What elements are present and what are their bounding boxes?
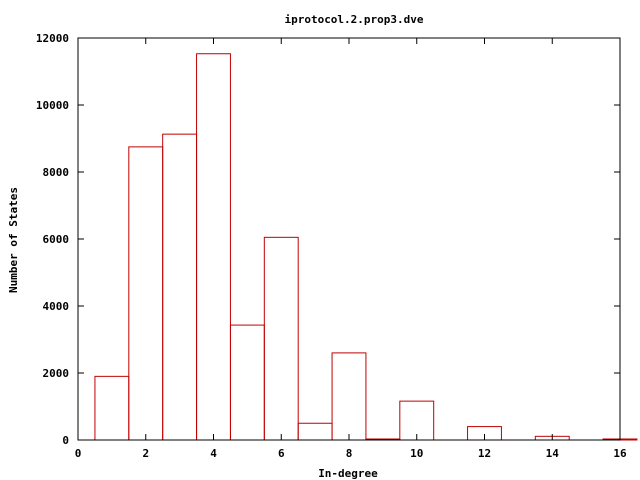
y-tick-label: 8000 (43, 166, 70, 179)
y-tick-label: 10000 (36, 99, 69, 112)
bar-indegree-6 (263, 236, 299, 441)
y-tick-label: 12000 (36, 32, 69, 45)
bars-group (94, 53, 638, 441)
x-axis-label: In-degree (318, 467, 378, 480)
x-tick-label: 10 (410, 447, 423, 460)
x-tick-label: 16 (613, 447, 627, 460)
bar-indegree-8 (331, 352, 367, 441)
bar-indegree-7 (297, 422, 333, 441)
x-tick-label: 0 (75, 447, 82, 460)
x-tick-label: 14 (546, 447, 560, 460)
bar-indegree-4 (196, 53, 231, 441)
bar-indegree-2 (128, 146, 164, 441)
chart-title: iprotocol.2.prop3.dve (284, 13, 423, 26)
ticks-group: 0 2 4 6 8 10 12 14 16 0 2000 4000 6000 8000 10000 12000 (36, 32, 627, 460)
y-tick-label: 0 (62, 434, 69, 447)
x-tick-label: 6 (278, 447, 285, 460)
x-tick-label: 12 (478, 447, 491, 460)
x-tick-label: 2 (142, 447, 149, 460)
plot-frame (77, 37, 621, 441)
x-tick-label: 8 (346, 447, 353, 460)
bar-indegree-5 (229, 324, 265, 441)
bar-indegree-3 (162, 133, 198, 441)
y-axis-label: Number of States (7, 187, 20, 293)
y-tick-label: 4000 (43, 300, 70, 313)
bar-indegree-1 (94, 375, 130, 441)
x-tick-label: 4 (210, 447, 217, 460)
y-tick-label: 2000 (43, 367, 70, 380)
y-tick-label: 6000 (43, 233, 70, 246)
